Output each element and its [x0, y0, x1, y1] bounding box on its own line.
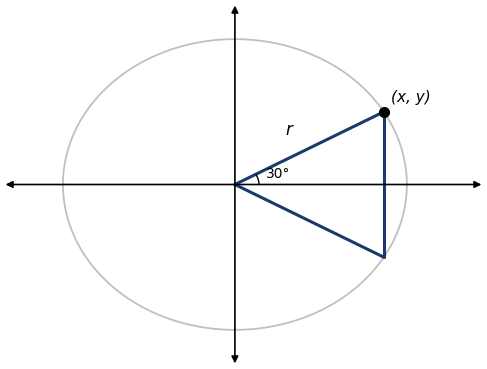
Text: 30°: 30° [266, 167, 290, 181]
Text: r: r [285, 121, 292, 139]
Text: (x, y): (x, y) [391, 90, 431, 104]
